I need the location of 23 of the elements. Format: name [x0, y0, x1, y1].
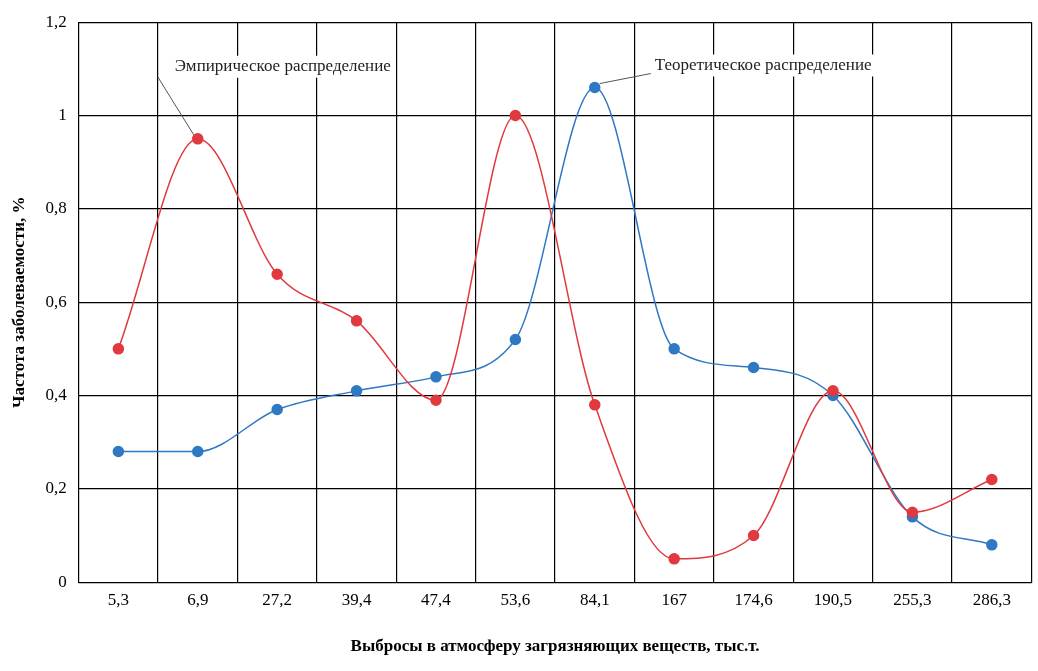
- x-tick-label: 84,1: [579, 589, 610, 609]
- y-axis-title: Частота заболеваемости, %: [8, 196, 28, 408]
- x-axis-title: Выбросы в атмосферу загрязняющих веществ, тыс.т.: [350, 636, 760, 656]
- x-tick-label: 6,9: [187, 589, 209, 609]
- annotation: Эмпирическое распределение: [174, 56, 391, 76]
- x-tick-label: 286,3: [972, 589, 1011, 609]
- y-tick-label: 0,8: [45, 198, 67, 218]
- annotation: Теоретическое распределение: [654, 55, 872, 74]
- x-tick-label: 47,4: [421, 589, 452, 609]
- x-tick-label: 174,6: [734, 589, 773, 609]
- x-tick-label: 5,3: [107, 589, 129, 609]
- x-tick-label: 255,3: [893, 589, 932, 609]
- y-tick-label: 1,2: [45, 11, 67, 31]
- x-tick-label: 167: [661, 589, 688, 609]
- y-tick-label: 1: [58, 105, 67, 124]
- x-tick-label: 53,6: [500, 589, 531, 609]
- y-tick-label: 0,4: [45, 385, 68, 404]
- x-tick-label: 190,5: [813, 589, 853, 609]
- x-tick-label: 39,4: [341, 589, 372, 609]
- y-tick-label: 0,6: [45, 291, 67, 311]
- y-tick-label: 0: [58, 571, 67, 591]
- x-tick-label: 27,2: [262, 589, 293, 609]
- y-tick-label: 0,2: [45, 478, 67, 498]
